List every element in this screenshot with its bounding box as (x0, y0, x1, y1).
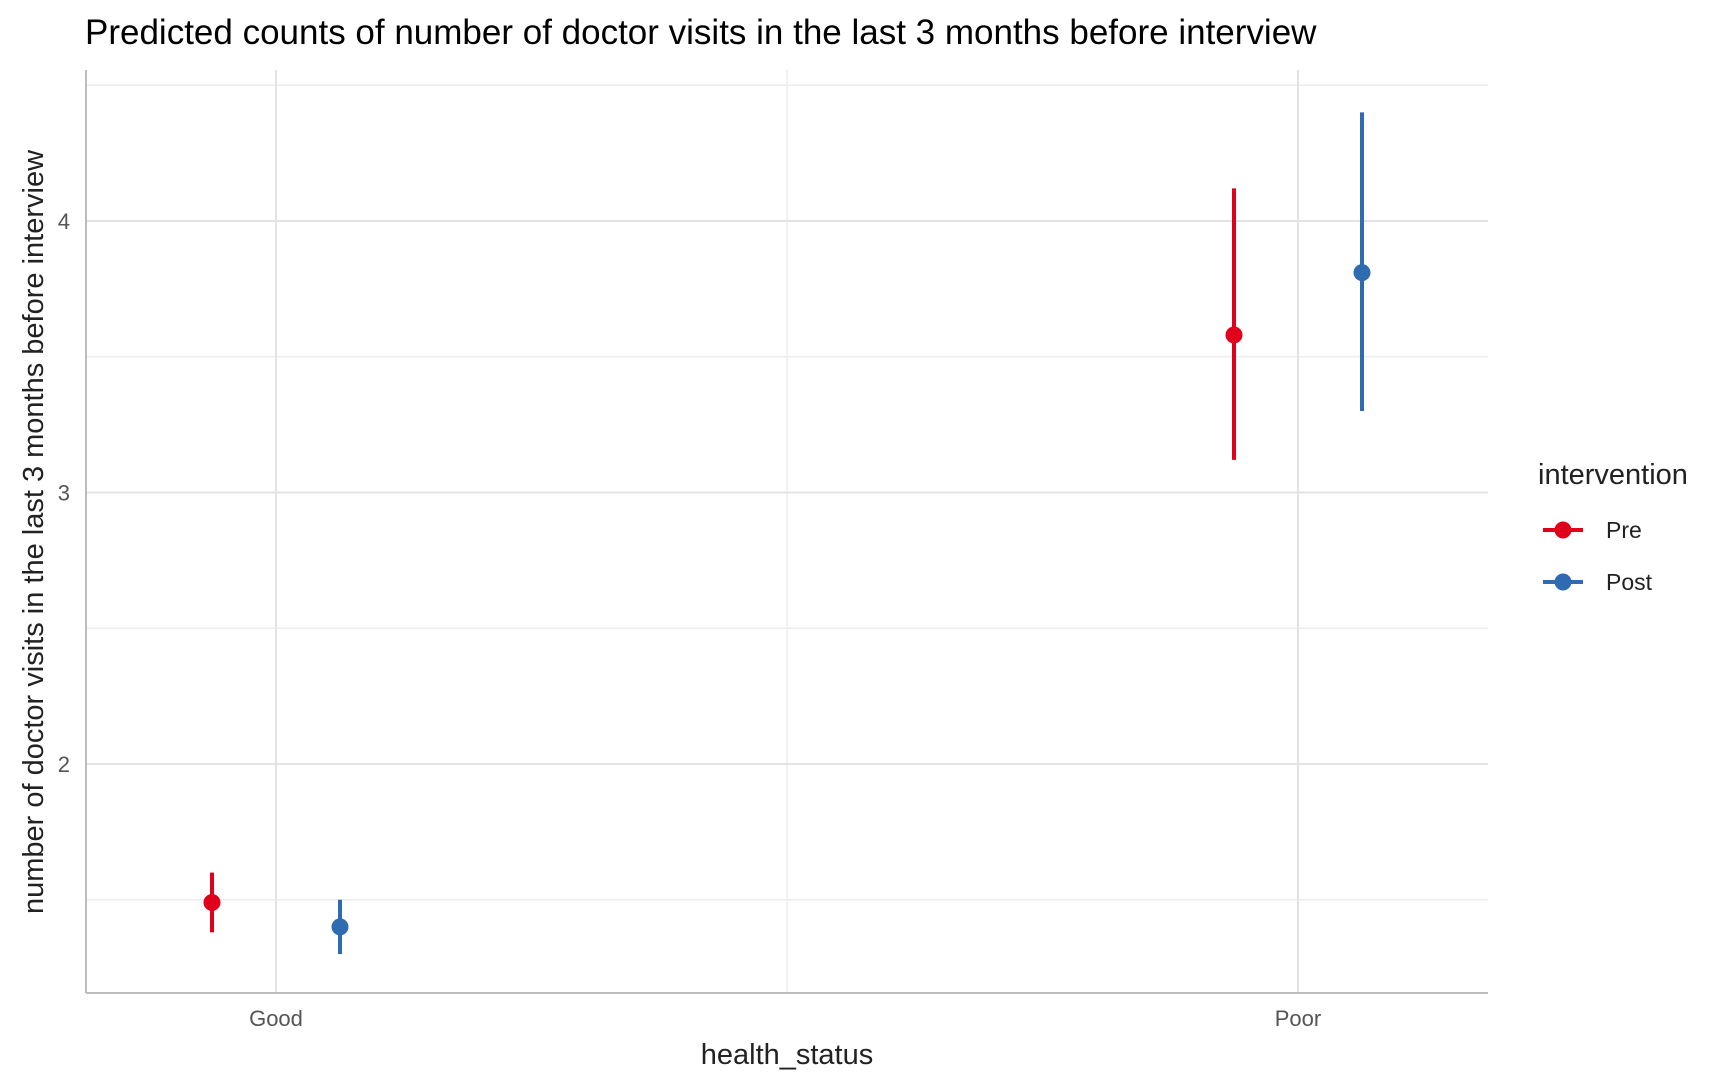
y-tick-label: 4 (58, 209, 70, 234)
legend-title: intervention (1538, 459, 1688, 491)
y-tick-label: 3 (58, 481, 70, 506)
y-axis-title: number of doctor visits in the last 3 mo… (18, 149, 50, 914)
plot-area (86, 70, 1488, 993)
data-marks (203, 112, 1371, 955)
x-tick-label: Good (249, 1006, 303, 1031)
x-tick-label: Poor (1275, 1006, 1321, 1031)
legend-key-point-pre (1554, 521, 1572, 539)
y-axis-ticks: 2 3 4 (58, 209, 70, 777)
legend-label-pre: Pre (1606, 517, 1642, 543)
legend-label-post: Post (1606, 569, 1653, 595)
grid-major (86, 70, 1488, 993)
legend-key-point-post (1554, 573, 1572, 591)
legend-items: Pre Post (1543, 517, 1653, 595)
point-pre-good (203, 893, 221, 911)
x-axis-ticks: Good Poor (249, 1006, 1321, 1031)
y-tick-label: 2 (58, 752, 70, 777)
grid-minor (86, 70, 1488, 993)
chart-title: Predicted counts of number of doctor vis… (85, 13, 1317, 52)
point-post-good (331, 918, 349, 936)
point-post-poor (1353, 264, 1371, 282)
x-axis-title: health_status (701, 1039, 874, 1071)
point-pre-poor (1225, 326, 1243, 344)
legend: intervention Pre Post (1538, 459, 1688, 595)
